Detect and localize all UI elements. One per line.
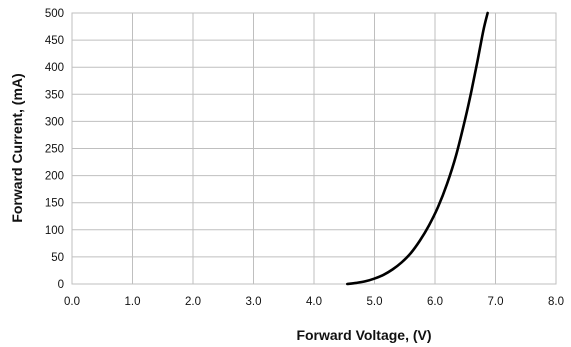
y-tick-label: 250 [45, 144, 64, 156]
y-tick-label: 50 [51, 252, 64, 264]
x-tick-label: 3.0 [246, 296, 262, 308]
x-tick-label: 4.0 [306, 296, 322, 308]
x-axis-title: Forward Voltage, (V) [296, 327, 431, 343]
chart-grid [71, 12, 557, 285]
y-tick-label: 450 [45, 35, 64, 47]
x-tick-label: 6.0 [427, 296, 443, 308]
y-tick-label: 500 [45, 8, 64, 20]
y-tick-label: 0 [58, 279, 64, 291]
y-axis-title: Forward Current, (mA) [9, 73, 25, 222]
x-tick-label: 1.0 [125, 296, 141, 308]
x-tick-label: 8.0 [548, 296, 564, 308]
series-line [345, 11, 489, 286]
x-axis-ticks: 0.0 1.0 2.0 3.0 4.0 5.0 6.0 7.0 8.0 [64, 296, 564, 308]
y-tick-label: 350 [45, 89, 64, 101]
x-tick-label: 5.0 [367, 296, 383, 308]
y-tick-label: 400 [45, 62, 64, 74]
plot-border [71, 12, 557, 285]
y-axis-ticks: 0 50 100 150 200 250 300 350 400 450 500 [45, 8, 64, 291]
y-tick-label: 150 [45, 198, 64, 210]
x-tick-label: 0.0 [64, 296, 80, 308]
data-series [345, 11, 489, 286]
x-tick-label: 2.0 [185, 296, 201, 308]
y-tick-label: 100 [45, 225, 64, 237]
plot-frame [71, 12, 557, 285]
y-tick-label: 200 [45, 171, 64, 183]
y-tick-label: 300 [45, 116, 64, 128]
x-tick-label: 7.0 [488, 296, 504, 308]
